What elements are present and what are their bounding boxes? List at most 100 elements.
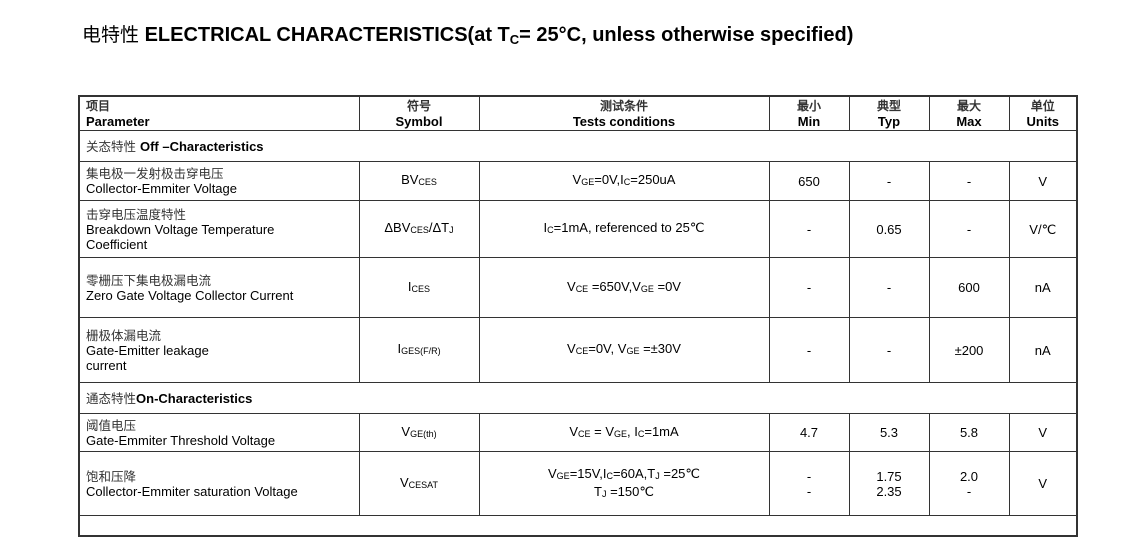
parameter-en: Gate-Emitter leakage current [86,342,209,373]
min-cell: 4.7 [768,413,850,452]
header-parameter-cn: 项目 [86,99,111,113]
parameter-cn: 击穿电压温度特性 [86,206,187,222]
symbol-cell: ICES [358,257,480,318]
symbol-text: BV [401,172,419,187]
condition-text: I [543,220,548,235]
typ-cell: 0.65 [848,200,930,258]
condition-text: V [567,278,576,294]
condition-text: =15V,I [569,465,607,481]
condition-subscript: GE [640,283,654,294]
symbol-text: ΔBV [384,220,411,235]
symbol-cell: IGES(F/R) [358,317,480,383]
symbol-subscript: J [449,225,454,235]
symbol-cell: VGE(th) [358,413,480,452]
header-conditions-en: Tests conditions [572,114,676,129]
header-symbol-en: Symbol [395,114,443,129]
condition-text: V [572,172,582,187]
header-typ-en: Typ [877,114,901,129]
table-row: 集电极一发射极击穿电压 Collector-Emmiter Voltage BVCE… [78,161,1078,201]
title-sub: C [509,32,520,47]
parameter-cell: 栅极体漏电流 Gate-Emitter leakage current [78,317,360,383]
condition-subscript: CE [577,428,591,439]
condition-subscript: GE [556,470,570,481]
parameter-en: Gate-Emmiter Threshold Voltage [86,432,276,448]
parameter-cn: 饱和压降 [86,468,137,484]
parameter-en: Collector-Emmiter saturation Voltage [86,483,298,499]
section-title: 关态特性 Off –Characteristics [78,130,1078,162]
min-cell: - [768,317,850,383]
header-max-en: Max [956,114,982,129]
condition-text: =0V, V [588,341,627,356]
condition-subscript: GE [581,177,595,187]
title-en-b: = 25°C, unless otherwise specified) [519,24,854,46]
max-cell: 600 [928,257,1010,318]
continued-cell [78,515,1078,536]
section-title: 通态特性On-Characteristics [78,382,1078,414]
min-cell: - - [768,451,850,516]
symbol-text: I [397,341,402,356]
condition-subscript: GE [626,346,640,356]
parameter-cell: 饱和压降 Collector-Emmiter saturation Voltage [78,451,360,516]
condition-text: =0V,I [594,172,624,187]
parameter-cn: 阈值电压 [86,417,137,433]
condition-text: T [594,483,602,499]
max-cell: ±200 [928,317,1010,383]
units-cell: V [1008,413,1078,452]
header-max-cn: 最大 [956,99,981,113]
symbol-text: V [399,474,409,490]
typ-cell: 5.3 [848,413,930,452]
header-parameter: 项目 Parameter [78,95,360,131]
table-row-continued [78,515,1078,536]
header-min-en: Min [797,114,821,129]
parameter-cell: 零栅压下集电极漏电流 Zero Gate Voltage Collector Cu… [78,257,360,318]
condition-subscript: CE [575,283,589,294]
condition-text: =650V,V [588,278,641,294]
section-row: 通态特性On-Characteristics [78,382,1078,414]
condition-text: V [548,465,557,481]
table-row: 零栅压下集电极漏电流 Zero Gate Voltage Collector Cu… [78,257,1078,318]
condition-subscript: J [601,488,607,499]
header-parameter-en: Parameter [86,114,150,129]
parameter-cell: 集电极一发射极击穿电压 Collector-Emmiter Voltage [78,161,360,201]
header-min: 最小 Min [768,95,850,131]
condition-line: VGE=0V,IC=250uA [486,172,763,190]
typ-cell: - [848,317,930,383]
title-en-a: ELECTRICAL CHARACTERISTICS(at T [144,24,510,46]
max-cell: 5.8 [928,413,1010,452]
page-title: 电特性 ELECTRICAL CHARACTERISTICS(at TC= 25… [82,20,853,47]
condition-text: =25℃ [659,465,700,481]
table-row: 击穿电压温度特性 Breakdown Voltage Temperature Co… [78,200,1078,258]
symbol-subscript: GE(th) [410,428,437,439]
condition-line: VCE =650V,VGE =0V [486,279,763,297]
header-units: 单位 Units [1008,95,1078,131]
parameter-en: Zero Gate Voltage Collector Current [86,287,294,303]
condition-line: VGE=15V,IC=60A,TJ =25℃ [486,466,763,484]
condition-text: =150℃ [606,483,654,499]
header-row: 项目 Parameter 符号 Symbol 测试条件 Tests condition… [78,95,1078,131]
typ-cell: - [848,161,930,201]
conditions-cell: VCE =650V,VGE =0V [478,257,770,318]
condition-text: , I [627,423,638,439]
section-title-en: On-Characteristics [136,390,253,406]
parameter-en: Collector-Emmiter Voltage [86,181,237,196]
electrical-characteristics-table: 项目 Parameter 符号 Symbol 测试条件 Tests condition… [78,95,1078,537]
table-row: 饱和压降 Collector-Emmiter saturation Voltage… [78,451,1078,516]
parameter-en: Breakdown Voltage Temperature Coefficien… [86,221,275,252]
condition-line: TJ =150℃ [486,484,763,502]
condition-text: =0V [653,278,681,294]
condition-line: IC=1mA, referenced to 25℃ [486,220,763,238]
symbol-cell: ΔBVCES/ΔTJ [358,200,480,258]
max-cell: - [928,200,1010,258]
typ-cell: - [848,257,930,318]
condition-text: =250uA [630,172,676,187]
min-cell: 650 [768,161,850,201]
max-cell: - [928,161,1010,201]
min-cell: - [768,200,850,258]
symbol-subscript: CES [418,177,437,187]
condition-subscript: C [606,470,613,481]
parameter-cn: 集电极一发射极击穿电压 [86,166,224,181]
condition-text: V [567,341,576,356]
header-conditions: 测试条件 Tests conditions [478,95,770,131]
parameter-cell: 阈值电压 Gate-Emmiter Threshold Voltage [78,413,360,452]
header-max: 最大 Max [928,95,1010,131]
